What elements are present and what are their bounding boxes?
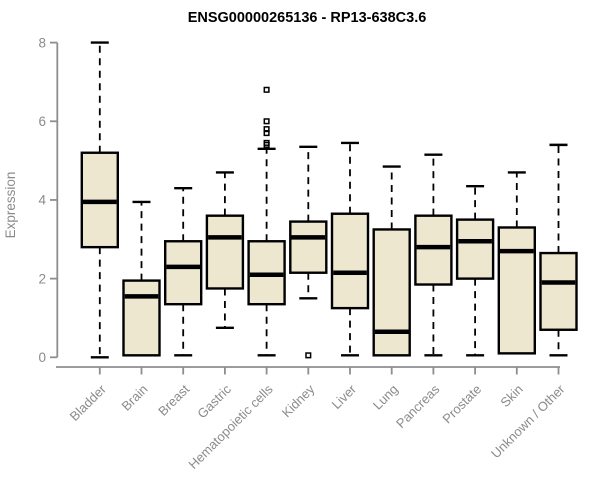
- x-category-label: Kidney: [279, 381, 318, 420]
- box-group: [414, 153, 453, 357]
- iqr-box: [205, 214, 245, 290]
- box-group: [80, 41, 120, 359]
- box-group: [539, 143, 578, 357]
- x-category-label: Gastric: [194, 381, 234, 421]
- box-group: [330, 141, 370, 357]
- box-group: [163, 186, 203, 357]
- box-group: [372, 165, 411, 357]
- y-tick-label: 6: [38, 114, 46, 129]
- x-category-label: Brain: [119, 382, 151, 414]
- iqr-box: [372, 228, 411, 357]
- box-group: [497, 171, 536, 355]
- x-category-label: Breast: [155, 381, 192, 418]
- x-category-label: Skin: [497, 382, 525, 410]
- x-category-label: Lung: [370, 382, 401, 413]
- y-tick-label: 8: [38, 35, 46, 50]
- box-group: [247, 86, 286, 357]
- x-category-label: Bladder: [67, 381, 110, 424]
- y-tick-label: 4: [38, 193, 46, 208]
- iqr-box: [497, 226, 536, 355]
- outlier-point: [305, 352, 312, 359]
- x-category-label: Unknown / Other: [488, 381, 568, 461]
- iqr-box: [122, 279, 161, 357]
- box-series: [80, 41, 578, 359]
- x-category-label: Pancreas: [393, 381, 443, 431]
- iqr-box: [289, 220, 328, 274]
- box-group: [455, 184, 495, 357]
- iqr-box: [414, 214, 453, 286]
- x-category-label: Liver: [329, 381, 360, 412]
- box-group: [289, 145, 328, 359]
- box-group: [205, 171, 245, 329]
- iqr-box: [455, 218, 495, 280]
- y-axis-label: Expression: [3, 172, 18, 239]
- x-category-label: Prostate: [439, 382, 484, 427]
- iqr-box: [330, 212, 370, 310]
- y-tick-label: 0: [38, 350, 46, 365]
- iqr-box: [163, 240, 203, 306]
- outlier-point: [263, 86, 270, 93]
- outlier-point: [263, 118, 270, 125]
- iqr-box: [539, 251, 578, 331]
- outlier-point: [263, 126, 270, 133]
- chart-title: ENSG00000265136 - RP13-638C3.6: [188, 10, 427, 26]
- box-group: [122, 200, 161, 357]
- y-tick-label: 2: [38, 271, 46, 286]
- outlier-point: [263, 139, 270, 146]
